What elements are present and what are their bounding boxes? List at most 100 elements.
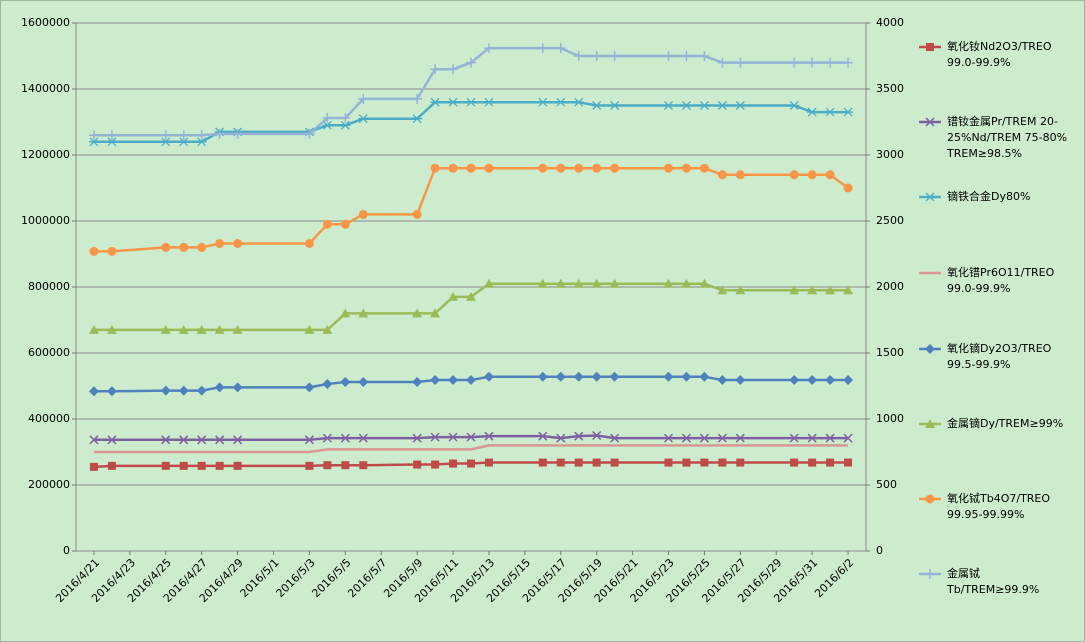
marker <box>825 375 836 386</box>
marker <box>358 377 369 388</box>
marker <box>232 128 243 139</box>
marker <box>412 93 423 104</box>
y-tick-label: 1600000 <box>21 16 70 29</box>
marker <box>197 435 207 445</box>
marker <box>178 130 189 141</box>
marker <box>718 458 727 467</box>
marker <box>574 431 584 441</box>
marker <box>925 192 935 202</box>
marker <box>807 107 818 117</box>
marker <box>448 291 459 301</box>
marker <box>735 375 746 386</box>
marker <box>789 57 800 68</box>
marker <box>160 324 171 334</box>
marker <box>717 375 728 386</box>
marker <box>681 163 691 173</box>
marker <box>305 461 314 470</box>
marker <box>825 57 836 68</box>
y2-tick-label: 1000 <box>876 412 904 425</box>
marker <box>89 462 98 471</box>
marker <box>592 163 602 173</box>
marker <box>556 433 566 443</box>
marker <box>466 57 476 68</box>
marker <box>717 101 728 110</box>
marker <box>789 101 800 110</box>
marker <box>789 375 800 386</box>
marker <box>699 51 710 61</box>
marker <box>537 43 548 54</box>
marker <box>681 371 692 382</box>
marker <box>843 375 854 386</box>
y2-tick-label: 1500 <box>876 346 904 359</box>
marker <box>341 461 350 470</box>
marker <box>926 43 934 51</box>
y-tick-label: 600000 <box>28 346 70 359</box>
series-line <box>93 434 849 442</box>
marker <box>610 458 619 467</box>
legend-label: 镨钕金属Pr/TREM 20-25%Nd/TREM 75-80% TREM≥98… <box>947 115 1068 160</box>
y-tick-label: 0 <box>63 544 70 557</box>
y2-tick-label: 2500 <box>876 214 904 227</box>
marker <box>358 308 369 318</box>
marker <box>466 432 476 442</box>
marker <box>807 57 818 68</box>
marker <box>717 57 728 68</box>
marker <box>232 382 243 393</box>
marker <box>412 433 422 443</box>
marker <box>412 308 423 318</box>
marker <box>412 114 423 124</box>
marker <box>304 128 315 139</box>
marker <box>735 170 745 180</box>
marker <box>197 242 207 252</box>
marker <box>573 278 584 288</box>
marker <box>789 433 799 443</box>
marker <box>663 278 674 288</box>
y2-tick-label: 500 <box>876 478 897 491</box>
marker <box>699 163 709 173</box>
marker <box>699 371 710 382</box>
marker <box>179 242 189 252</box>
y2-tick-label: 0 <box>876 544 883 557</box>
marker <box>592 458 601 467</box>
marker <box>555 43 566 54</box>
marker <box>537 97 548 107</box>
marker <box>178 137 189 147</box>
marker <box>592 430 602 441</box>
marker <box>89 435 99 445</box>
marker <box>925 419 935 428</box>
marker <box>556 163 566 173</box>
marker <box>448 163 458 173</box>
marker <box>89 246 99 256</box>
legend-label: 氧化钕Nd2O3/TREO 99.0-99.9% <box>947 40 1052 69</box>
marker <box>483 278 494 288</box>
marker <box>107 435 117 445</box>
marker <box>735 285 746 295</box>
marker <box>610 433 620 443</box>
legend-label: 氧化镨Pr6O11/TREO 99.0-99.9% <box>947 266 1055 295</box>
marker <box>735 433 745 443</box>
marker <box>663 51 674 61</box>
marker <box>573 371 584 382</box>
legend-label: 氧化镝Dy2O3/TREO 99.5-99.9% <box>947 342 1052 371</box>
marker <box>412 377 423 388</box>
marker <box>843 107 854 117</box>
marker <box>700 458 709 467</box>
marker <box>483 371 494 382</box>
marker <box>88 324 99 334</box>
marker <box>483 43 494 54</box>
marker <box>304 435 314 445</box>
marker <box>107 461 116 470</box>
marker <box>664 458 673 467</box>
marker <box>609 278 620 288</box>
series-line <box>93 282 849 332</box>
marker <box>484 458 493 467</box>
marker <box>574 163 584 173</box>
marker <box>736 458 745 467</box>
marker <box>358 93 369 104</box>
marker <box>106 324 117 334</box>
marker <box>663 433 674 443</box>
marker <box>681 101 692 110</box>
y-tick-label: 1000000 <box>21 214 70 227</box>
marker <box>196 385 207 396</box>
marker <box>196 324 207 334</box>
